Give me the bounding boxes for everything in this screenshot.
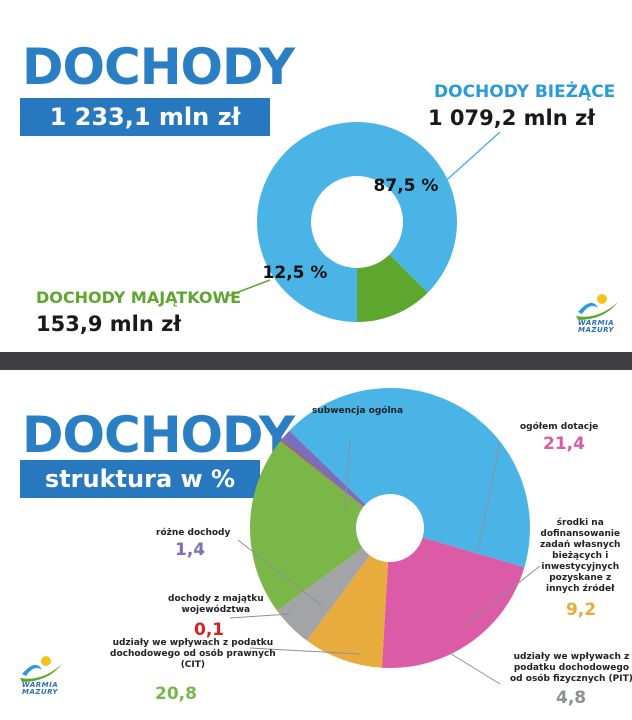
- income-slice-1: [357, 254, 428, 322]
- structure-category-label-1: ogółem dotacje: [520, 422, 599, 432]
- structure-slice-6: [281, 430, 366, 507]
- structure-leader-line-1: [477, 441, 501, 551]
- structure-slice-2: [306, 555, 389, 668]
- asset-income-value: 153,9 mln zł: [36, 312, 182, 336]
- structure-value-label-0: 42,3: [345, 420, 387, 440]
- warmia-mazury-logo-2: WARMIA MAZURY: [12, 652, 68, 698]
- panel2-title: DOCHODY: [22, 406, 295, 464]
- structure-value-label-1: 21,4: [543, 434, 585, 454]
- asset-income-label: DOCHODY MAJĄTKOWE: [36, 288, 242, 307]
- structure-value-label-2: 9,2: [566, 600, 597, 620]
- structure-category-label-5: dochody z majątku województwa: [168, 594, 264, 615]
- structure-slice-5: [280, 439, 364, 507]
- structure-category-label-3: udziały we wpływach z podatku dochodowego…: [510, 652, 632, 684]
- income-value-label-1: 12,5 %: [263, 263, 328, 283]
- structure-leader-line-6: [237, 539, 323, 607]
- structure-leader-line-3: [447, 651, 501, 685]
- structure-slice-3: [277, 548, 370, 641]
- structure-leader-line-5: [229, 613, 291, 619]
- structure-leader-line-4: [249, 647, 361, 655]
- panel-divider: [0, 352, 632, 370]
- structure-donut-chart: [229, 387, 541, 685]
- asset-leader-line: [227, 279, 271, 297]
- total-band: 1 233,1 mln zł: [20, 98, 270, 136]
- current-leader-line: [439, 131, 501, 187]
- structure-leader-line-2: [463, 565, 541, 627]
- warmia-mazury-logo: WARMIA MAZURY: [568, 290, 624, 336]
- logo-text-2: WARMIA MAZURY: [21, 681, 59, 696]
- structure-band: struktura w %: [20, 460, 260, 498]
- structure-slice-1: [381, 537, 525, 668]
- structure-category-label-4: udziały we wpływach z podatku dochodowego…: [110, 638, 276, 670]
- logo-mark-icon: [576, 294, 618, 320]
- structure-category-label-0: subwencja ogólna: [312, 406, 404, 416]
- structure-value-label-3: 4,8: [556, 688, 587, 708]
- current-income-label: DOCHODY BIEŻĄCE: [434, 82, 616, 102]
- income-value-label-0: 87,5 %: [374, 176, 439, 196]
- income-structure-panel: DOCHODY struktura w % subwencja ogólna 42…: [0, 370, 632, 720]
- structure-category-label-6: różne dochody: [156, 528, 231, 538]
- logo-mark-icon-2: [20, 656, 62, 682]
- panel1-title: DOCHODY: [22, 38, 295, 96]
- structure-slice-4: [249, 440, 364, 611]
- structure-slice-0: [289, 387, 530, 568]
- current-income-value: 1 079,2 mln zł: [428, 106, 596, 130]
- income-donut-chart: 87,5 % 12,5 %: [227, 122, 501, 322]
- structure-category-label-2: środki na dofinansowanie zadań własnych bie…: [540, 518, 621, 594]
- structure-value-label-6: 1,4: [175, 540, 206, 560]
- structure-value-label-4: 20,8: [155, 684, 197, 704]
- structure-value-label-5: 0,1: [194, 620, 225, 640]
- structure-leader-line-0: [344, 437, 351, 511]
- income-panel: DOCHODY 1 233,1 mln zł 87,5 % 12,5 % DOCH…: [0, 0, 632, 352]
- logo-text: WARMIA MAZURY: [577, 319, 615, 334]
